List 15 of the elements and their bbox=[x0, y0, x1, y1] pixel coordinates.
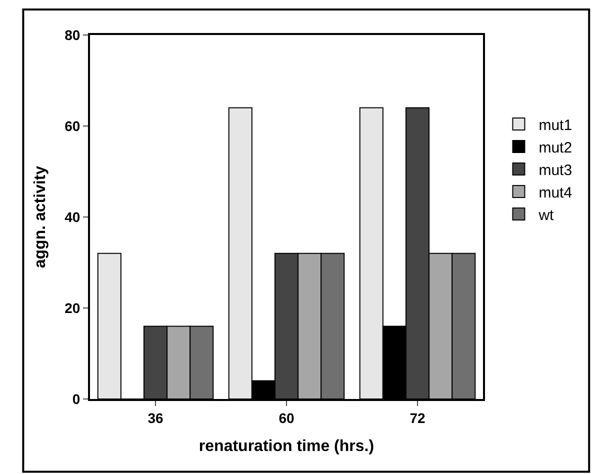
y-tick-label: 80 bbox=[64, 26, 80, 43]
x-tick-label: 36 bbox=[148, 410, 164, 426]
legend-label: wt bbox=[538, 206, 555, 224]
legend-label: mut2 bbox=[538, 139, 572, 156]
y-tick-label: 60 bbox=[64, 118, 80, 134]
x-axis-title: renaturation time (hrs.) bbox=[198, 438, 374, 455]
x-tick-label: 60 bbox=[278, 410, 294, 426]
legend-label: mut1 bbox=[538, 116, 572, 134]
y-axis-title: aggn. activity bbox=[32, 166, 50, 268]
legend-label: mut4 bbox=[538, 184, 572, 202]
x-tick-label: 72 bbox=[410, 410, 426, 426]
y-tick-label: 40 bbox=[64, 208, 80, 225]
y-tick-label: 0 bbox=[72, 390, 80, 407]
legend-label: mut3 bbox=[538, 162, 572, 179]
y-tick-label: 20 bbox=[64, 300, 80, 316]
